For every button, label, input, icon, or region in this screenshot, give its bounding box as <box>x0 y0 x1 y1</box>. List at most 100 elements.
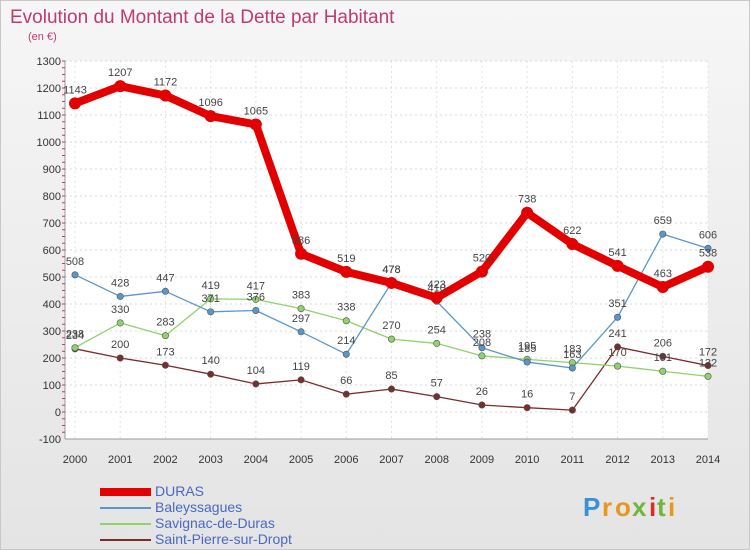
data-label: 283 <box>156 317 174 329</box>
legend-label: DURAS <box>155 483 204 499</box>
data-point <box>614 362 622 370</box>
data-point <box>523 404 531 412</box>
y-tick-label: 400 <box>43 299 61 311</box>
data-label: 57 <box>431 378 443 390</box>
data-point <box>69 97 81 110</box>
data-point <box>297 328 305 336</box>
data-point <box>614 313 622 321</box>
y-tick-label: 300 <box>43 326 61 338</box>
data-point <box>297 305 305 313</box>
data-point <box>295 247 308 260</box>
data-label: 238 <box>66 329 84 341</box>
logo-letter: i <box>649 492 656 522</box>
series-layer <box>69 80 714 414</box>
data-point <box>207 295 215 303</box>
data-label: 254 <box>428 324 446 336</box>
data-label: 132 <box>699 357 717 369</box>
data-label: 606 <box>699 229 717 241</box>
data-label: 151 <box>654 352 672 364</box>
data-label: 238 <box>473 329 491 341</box>
y-tick-label: 800 <box>43 191 61 203</box>
chart-title: Evolution du Montant de la Dette par Hab… <box>10 7 395 28</box>
data-label: 520 <box>473 253 491 265</box>
data-label: 330 <box>111 304 129 316</box>
data-point <box>249 118 262 131</box>
data-label: 622 <box>563 225 581 237</box>
data-label: 351 <box>608 298 626 310</box>
data-label: 85 <box>385 370 397 382</box>
data-label: 1207 <box>108 67 132 79</box>
data-point <box>659 230 667 238</box>
data-point <box>161 287 169 295</box>
y-tick-label: 900 <box>43 164 61 176</box>
y-tick-label: 0 <box>55 407 61 419</box>
data-point <box>611 259 624 272</box>
data-label: 241 <box>608 328 626 340</box>
data-point <box>433 339 441 347</box>
data-label: 200 <box>111 339 129 351</box>
data-label: 659 <box>654 215 672 227</box>
y-tick-label: 1300 <box>37 56 61 68</box>
data-label: 1172 <box>154 77 178 89</box>
x-tick-label: 2002 <box>153 454 177 466</box>
data-label: 185 <box>518 343 536 355</box>
y-tick-label: 700 <box>43 218 61 230</box>
data-label: 195 <box>518 340 536 352</box>
x-tick-label: 2003 <box>198 454 222 466</box>
legend-label: Savignac-de-Duras <box>155 515 275 531</box>
legend: DURASBaleyssaguesSavignac-de-DurasSaint-… <box>100 483 292 547</box>
gridlines <box>65 60 709 440</box>
data-point <box>704 372 712 380</box>
x-tick-label: 2008 <box>424 454 448 466</box>
x-tick-label: 2007 <box>379 454 403 466</box>
x-tick-label: 2014 <box>696 454 720 466</box>
data-point <box>568 364 576 372</box>
logo-letter: t <box>657 492 666 522</box>
data-point <box>478 401 486 409</box>
y-tick-label: -100 <box>39 434 61 446</box>
x-tick-label: 2009 <box>470 454 494 466</box>
data-label: 519 <box>337 253 355 265</box>
data-label: 1143 <box>63 84 87 96</box>
data-label: 478 <box>382 264 400 276</box>
data-label: 463 <box>654 268 672 280</box>
data-label: 104 <box>247 365 265 377</box>
x-tick-label: 2000 <box>63 454 87 466</box>
data-point <box>297 376 305 384</box>
data-label: 234 <box>66 330 84 342</box>
data-point <box>207 370 215 378</box>
data-point <box>159 89 172 102</box>
data-label: 170 <box>608 347 626 359</box>
data-point <box>568 406 576 414</box>
data-point <box>116 354 124 362</box>
data-point <box>659 352 667 360</box>
legend-label: Baleyssagues <box>155 499 242 515</box>
data-label: 371 <box>201 293 219 305</box>
data-point <box>614 343 622 351</box>
data-label: 66 <box>340 375 352 387</box>
chart-subtitle: (en €) <box>28 31 57 43</box>
data-point <box>702 260 714 273</box>
data-point <box>71 344 79 352</box>
y-tick-label: 100 <box>43 380 61 392</box>
data-label: 417 <box>247 280 265 292</box>
y-tick-label: 500 <box>43 272 61 284</box>
data-point <box>387 385 395 393</box>
data-point <box>116 319 124 327</box>
data-point <box>475 265 488 278</box>
x-tick-label: 2001 <box>108 454 132 466</box>
data-label: 270 <box>382 320 400 332</box>
data-label: 423 <box>428 279 446 291</box>
data-labels: 1143 1207 1172 1096 1065 586 519 478 423 520 738 62… <box>63 67 717 403</box>
data-label: 119 <box>292 361 310 373</box>
data-point <box>161 361 169 369</box>
x-tick-label: 2004 <box>244 454 268 466</box>
data-point <box>433 393 441 401</box>
x-tick-label: 2006 <box>334 454 358 466</box>
data-label: 206 <box>654 337 672 349</box>
data-label: 172 <box>699 347 717 359</box>
data-point <box>252 295 260 303</box>
data-label: 541 <box>608 247 626 259</box>
data-point <box>114 80 127 93</box>
